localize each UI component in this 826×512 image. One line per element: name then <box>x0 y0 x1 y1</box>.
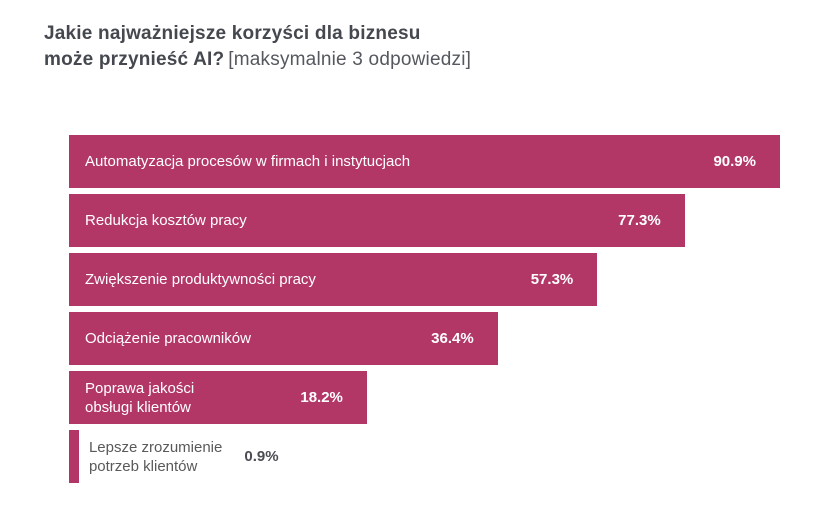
bar-automatyzacja: Automatyzacja procesów w firmach i insty… <box>69 135 780 188</box>
bar-value: 18.2% <box>300 389 343 406</box>
chart-title-line-1: Jakie najważniejsze korzyści dla biznesu <box>44 23 421 44</box>
bar-row: Automatyzacja procesów w firmach i insty… <box>69 135 780 188</box>
bar-row: Lepsze zrozumienie potrzeb klientów 0.9% <box>69 430 780 483</box>
bar-label: Automatyzacja procesów w firmach i insty… <box>85 153 411 170</box>
bar-row: Odciążenie pracowników 36.4% <box>69 312 780 365</box>
bar-value: 77.3% <box>618 212 661 229</box>
bar-label: Lepsze zrozumienie potrzeb klientów <box>88 438 223 475</box>
bar-value: 57.3% <box>530 271 574 288</box>
bar-zrozumienie-potrzeb <box>69 430 79 483</box>
bar-label: Redukcja kosztów pracy <box>85 212 247 229</box>
bar-jakosc-obslugi: Poprawa jakości obsługi klientów 18.2% <box>69 371 367 424</box>
bar-row: Poprawa jakości obsługi klientów 18.2% <box>69 371 780 424</box>
bar-label: Odciążenie pracowników <box>85 330 251 347</box>
chart-title-line-2-bold: może przynieść AI? <box>44 49 225 70</box>
chart-title-line-2: może przynieść AI? [maksymalnie 3 odpowie… <box>44 47 471 73</box>
bar-value: 90.9% <box>713 153 756 170</box>
bar-label: Poprawa jakości obsługi klientów <box>85 379 195 416</box>
bar-row: Zwiększenie produktywności pracy 57.3% <box>69 253 780 306</box>
bar-produktywnosc: Zwiększenie produktywności pracy 57.3% <box>69 253 598 306</box>
bar-value: 0.9% <box>244 448 279 465</box>
bar-value: 36.4% <box>431 330 474 347</box>
bar-odciazenie: Odciążenie pracowników 36.4% <box>69 312 498 365</box>
bar-label: Zwiększenie produktywności pracy <box>85 271 316 288</box>
chart-title-suffix: [maksymalnie 3 odpowiedzi] <box>228 49 472 70</box>
bar-row: Redukcja kosztów pracy 77.3% <box>69 194 780 247</box>
bar-chart: Automatyzacja procesów w firmach i insty… <box>69 135 780 489</box>
chart-title: Jakie najważniejsze korzyści dla biznesu… <box>44 21 471 73</box>
bar-redukcja-kosztow: Redukcja kosztów pracy 77.3% <box>69 194 685 247</box>
